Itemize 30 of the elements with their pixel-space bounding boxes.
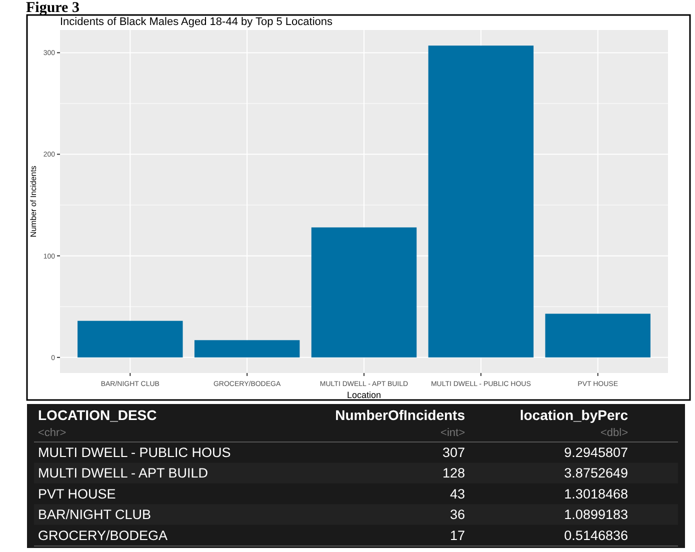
data-label: 3.8752649 — [564, 466, 628, 481]
data-label: 128 — [442, 466, 465, 481]
bar — [78, 320, 183, 358]
category-label: GROCERY/BODEGA — [38, 528, 168, 543]
caption: Figure 3 — [26, 0, 80, 16]
text: location_byPerc — [520, 407, 628, 423]
category-label: MULTI DWELL - PUBLIC HOUS — [38, 445, 231, 460]
data-label: 1.3018468 — [564, 486, 628, 502]
data-label: 307 — [442, 445, 465, 460]
text: <int> — [440, 427, 465, 439]
bar — [311, 227, 417, 358]
data-label: 43 — [450, 486, 465, 502]
category-label: PVT HOUSE — [38, 486, 116, 502]
y-axis-title: Number of Incidents — [29, 166, 38, 238]
data-label: 17 — [450, 528, 465, 543]
text: <dbl> — [600, 427, 628, 439]
category-label: BAR/NIGHT CLUB — [38, 507, 152, 522]
bar — [545, 314, 650, 358]
data-label: 9.2945807 — [564, 445, 628, 460]
series-label: NumberOfIncidents — [335, 407, 466, 423]
chart-title: Incidents of Black Males Aged 18-44 by Top 5 Locations — [60, 16, 334, 28]
bar — [194, 340, 300, 358]
x-axis-title: Location — [346, 390, 382, 400]
text: <chr> — [38, 427, 66, 439]
text: LOCATION_DESC — [38, 407, 157, 423]
data-label: 36 — [450, 507, 465, 522]
bar — [428, 46, 534, 358]
category-label: MULTI DWELL - APT BUILD — [38, 466, 208, 481]
data-label: 0.5146836 — [564, 528, 628, 543]
data-label: 1.0899183 — [564, 507, 628, 522]
